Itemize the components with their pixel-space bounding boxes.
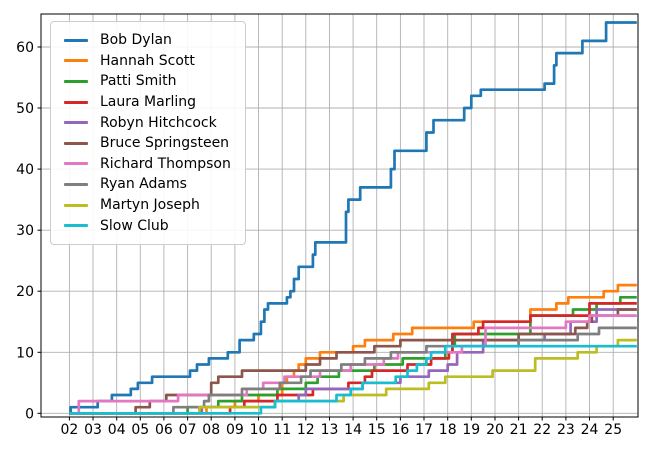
legend-label: Laura Marling bbox=[100, 94, 196, 111]
x-tick-label: 02 bbox=[60, 422, 78, 438]
legend-item: Robyn Hitchcock bbox=[64, 112, 231, 133]
legend-label: Bruce Springsteen bbox=[100, 135, 230, 152]
legend-item: Patti Smith bbox=[64, 71, 231, 92]
legend-swatch-icon bbox=[64, 162, 88, 166]
x-tick-label: 18 bbox=[439, 422, 457, 438]
legend-swatch-icon bbox=[64, 59, 88, 63]
legend-label: Hannah Scott bbox=[100, 52, 195, 69]
legend-item: Martyn Joseph bbox=[64, 195, 231, 216]
series-lines bbox=[69, 21, 637, 415]
legend-swatch-icon bbox=[64, 141, 88, 145]
series-line-bob-dylan bbox=[69, 21, 637, 415]
legend-item: Slow Club bbox=[64, 215, 231, 236]
series-line-bruce-springsteen bbox=[69, 308, 637, 415]
x-tick-label: 03 bbox=[84, 422, 102, 438]
legend-swatch-icon bbox=[64, 121, 88, 125]
series-line-ryan-adams bbox=[69, 326, 637, 415]
legend-item: Hannah Scott bbox=[64, 51, 231, 72]
y-tick-label: 60 bbox=[16, 40, 34, 56]
x-tick-label: 23 bbox=[557, 422, 575, 438]
x-tick-label: 24 bbox=[581, 422, 599, 438]
series-line-patti-smith bbox=[69, 295, 637, 415]
x-tick-label: 22 bbox=[533, 422, 551, 438]
x-tick-label: 17 bbox=[415, 422, 433, 438]
legend-swatch-icon bbox=[64, 38, 88, 42]
x-tick-label: 07 bbox=[179, 422, 197, 438]
y-tick-label: 20 bbox=[16, 284, 34, 300]
series-line-slow-club bbox=[69, 344, 637, 415]
x-tick-label: 06 bbox=[155, 422, 173, 438]
legend-swatch-icon bbox=[64, 203, 88, 207]
legend-label: Slow Club bbox=[100, 217, 169, 234]
legend-item: Bob Dylan bbox=[64, 30, 231, 51]
tick-marks bbox=[37, 46, 614, 421]
x-tick-label: 20 bbox=[486, 422, 504, 438]
legend-swatch-icon bbox=[64, 182, 88, 186]
legend: Bob Dylan Hannah Scott Patti Smith Laura Ma… bbox=[50, 21, 246, 245]
x-tick-label: 16 bbox=[391, 422, 409, 438]
x-tick-label: 04 bbox=[108, 422, 126, 438]
legend-item: Richard Thompson bbox=[64, 154, 231, 175]
legend-item: Ryan Adams bbox=[64, 174, 231, 195]
x-tick-label: 08 bbox=[202, 422, 220, 438]
y-tick-label: 0 bbox=[25, 406, 34, 422]
tick-labels: 02 03 04 05 06 07 08 09 10 11 12 13 14 15 16 17 18 19 20 21… bbox=[16, 40, 622, 438]
y-tick-label: 10 bbox=[16, 345, 34, 361]
legend-swatch-icon bbox=[64, 79, 88, 83]
legend-swatch-icon bbox=[64, 224, 88, 228]
x-tick-label: 05 bbox=[131, 422, 149, 438]
x-tick-label: 14 bbox=[344, 422, 362, 438]
y-tick-label: 50 bbox=[16, 101, 34, 117]
x-tick-label: 13 bbox=[321, 422, 339, 438]
x-tick-label: 09 bbox=[226, 422, 244, 438]
x-tick-label: 12 bbox=[297, 422, 315, 438]
legend-label: Bob Dylan bbox=[100, 32, 172, 49]
x-tick-label: 10 bbox=[250, 422, 268, 438]
legend-item: Bruce Springsteen bbox=[64, 133, 231, 154]
legend-label: Patti Smith bbox=[100, 73, 177, 90]
x-tick-label: 15 bbox=[368, 422, 386, 438]
legend-swatch-icon bbox=[64, 100, 88, 104]
axes-spines bbox=[40, 13, 639, 418]
x-tick-label: 11 bbox=[273, 422, 291, 438]
x-tick-label: 21 bbox=[510, 422, 528, 438]
legend-label: Martyn Joseph bbox=[100, 197, 200, 214]
legend-label: Ryan Adams bbox=[100, 176, 187, 193]
x-tick-label: 25 bbox=[604, 422, 622, 438]
legend-label: Richard Thompson bbox=[100, 155, 231, 172]
legend-item: Laura Marling bbox=[64, 92, 231, 113]
x-tick-label: 19 bbox=[462, 422, 480, 438]
legend-label: Robyn Hitchcock bbox=[100, 114, 217, 131]
y-tick-label: 40 bbox=[16, 162, 34, 178]
y-tick-label: 30 bbox=[16, 223, 34, 239]
